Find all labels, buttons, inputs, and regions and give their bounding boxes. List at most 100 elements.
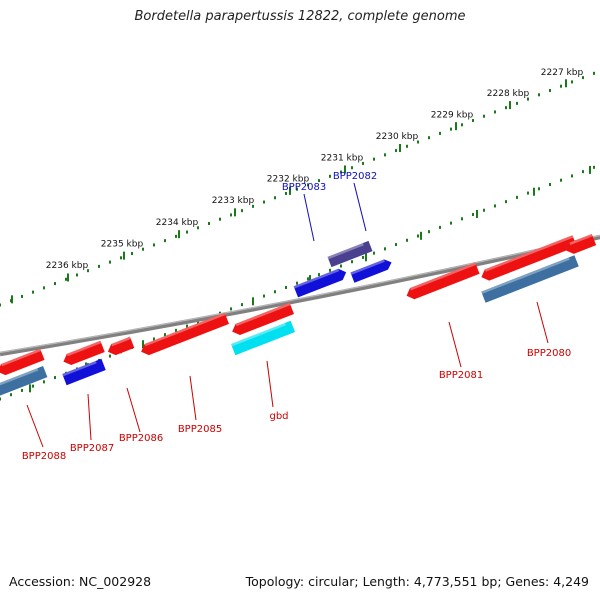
ruler-dot: [340, 170, 342, 174]
ruler-dot: [307, 277, 309, 281]
gene-feature: [406, 262, 480, 300]
ruler-dot: [439, 131, 441, 135]
ruler-dot: [21, 388, 23, 392]
inner-ruler: [0, 165, 595, 401]
feature-body: [0, 365, 48, 397]
outer-ruler: 2227 kbp 2228 kbp 2229 kbp 2230 kbp 2231 kbp…: [0, 68, 595, 307]
ruler-tick: [178, 230, 180, 239]
ruler-dot: [384, 247, 386, 251]
ruler-dot: [461, 123, 463, 127]
ruler-tick: [11, 295, 13, 304]
backbone-line: [0, 234, 600, 357]
feature-shine: [327, 243, 364, 260]
ruler-label: 2235 kbp: [101, 239, 144, 249]
gene-feature: [0, 365, 48, 397]
ruler-dot: [582, 170, 584, 174]
ruler-dot: [76, 273, 78, 277]
feature-body: [481, 255, 579, 303]
ruler-label: 2228 kbp: [487, 89, 530, 99]
feature-shine: [235, 302, 291, 327]
gene-label: gbd: [269, 411, 288, 422]
ruler-dot: [230, 307, 232, 311]
gene-label: BPP2088: [22, 451, 66, 462]
label-leaders: [26, 182, 549, 448]
gene-label: BPP2083: [282, 182, 326, 193]
ruler-dot: [538, 93, 540, 97]
ruler-dot: [329, 268, 331, 272]
ruler-dot: [109, 260, 111, 264]
feature-body: [406, 262, 480, 300]
feature-body: [107, 336, 135, 356]
ruler-dot: [65, 277, 67, 281]
ruler-label: 2230 kbp: [376, 132, 419, 142]
ruler-dot: [175, 328, 177, 332]
ruler-dot: [318, 179, 320, 183]
ruler-label: 2229 kbp: [431, 111, 474, 121]
leader-line: [26, 404, 44, 448]
gene-feature: [327, 240, 373, 268]
ruler-dot: [186, 324, 188, 328]
feature-body: [293, 268, 347, 298]
ruler-dot: [351, 166, 353, 170]
ruler-dot: [505, 200, 507, 204]
leader-line: [303, 193, 315, 242]
map-title: Bordetella parapertussis 12822, complete…: [134, 9, 466, 24]
ruler-dot: [527, 97, 529, 101]
ruler-tick: [234, 208, 236, 217]
ruler-dot: [395, 149, 397, 153]
ruler-dot: [494, 110, 496, 114]
ruler-tick: [589, 165, 591, 174]
ruler-dot: [373, 157, 375, 161]
gene-feature: [481, 255, 579, 303]
leader-line: [448, 321, 462, 368]
feature-body: [350, 259, 392, 283]
feature-shine: [66, 340, 102, 357]
ruler-dot: [483, 114, 485, 118]
gene-label: BPP2081: [439, 370, 483, 381]
ruler-dot: [395, 243, 397, 247]
gene-feature: [481, 235, 577, 281]
ruler-dot: [120, 256, 122, 260]
ruler-dot: [10, 393, 12, 397]
leader-line: [189, 375, 197, 421]
feature-shine: [62, 360, 97, 377]
ruler-label: 2227 kbp: [541, 68, 584, 78]
feature-body: [481, 235, 577, 281]
ruler-dot: [384, 153, 386, 157]
feature-shine: [350, 259, 385, 275]
ruler-dot: [54, 282, 56, 286]
ruler-dot: [87, 269, 89, 273]
ruler-dot: [208, 221, 210, 225]
gene-label: BPP2086: [119, 433, 163, 444]
ruler-dot: [131, 252, 133, 256]
ruler-dot: [43, 286, 45, 290]
ruler-dot: [417, 234, 419, 238]
ruler-dot: [153, 243, 155, 247]
ruler-dot: [307, 183, 309, 187]
feature-body: [232, 302, 294, 336]
ruler-dot: [351, 260, 353, 264]
leader-line: [266, 360, 274, 408]
ruler-dot: [296, 281, 298, 285]
ruler-tick: [455, 122, 457, 131]
ruler-dot: [285, 191, 287, 195]
ruler-tick: [365, 253, 367, 262]
ruler-dot: [164, 239, 166, 243]
ruler-dot: [428, 136, 430, 140]
feature-body: [63, 340, 105, 366]
backbone-highlight: [0, 234, 600, 354]
gene-feature: [0, 348, 45, 376]
ruler-dot: [98, 264, 100, 268]
feature-body: [327, 240, 373, 268]
ruler-dot: [593, 71, 595, 75]
ruler-tick: [309, 275, 311, 284]
genome-summary: Topology: circular; Length: 4,773,551 bp…: [245, 574, 589, 589]
ruler-dot: [439, 225, 441, 229]
gene-feature: [63, 340, 105, 366]
leader-line: [536, 301, 549, 344]
ruler-dot: [472, 213, 474, 217]
ruler-dot: [32, 384, 34, 388]
ruler-dot: [252, 204, 254, 208]
gene-feature: [141, 312, 230, 356]
